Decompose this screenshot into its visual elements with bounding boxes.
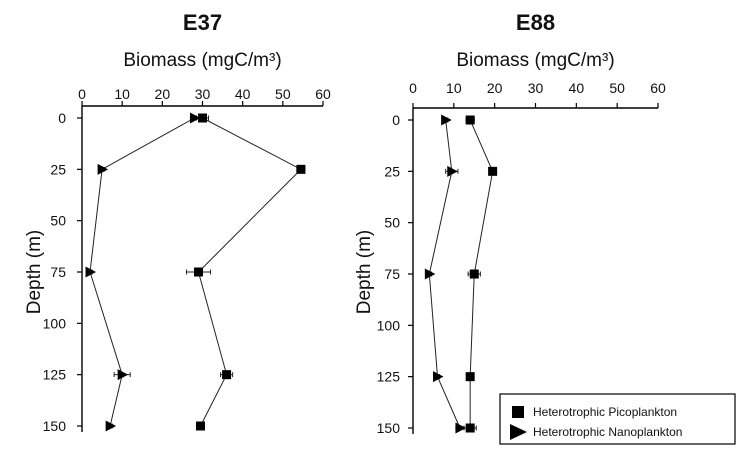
y-tick-label: 150 bbox=[43, 418, 67, 434]
y-tick-label: 125 bbox=[43, 367, 67, 383]
x-tick-label: 30 bbox=[195, 86, 211, 102]
legend-box bbox=[499, 393, 736, 445]
x-tick-label: 60 bbox=[650, 80, 666, 96]
data-point-square bbox=[465, 423, 475, 433]
x-tick-label: 20 bbox=[155, 86, 171, 102]
x-tick-label: 20 bbox=[487, 80, 503, 96]
x-axis-label: Biomass (mgC/m³) bbox=[456, 50, 614, 71]
panel-title: E88 bbox=[516, 10, 555, 35]
y-tick-label: 0 bbox=[392, 112, 400, 128]
legend-triangle-icon bbox=[510, 424, 527, 440]
data-point-triangle bbox=[455, 422, 466, 434]
x-tick-label: 50 bbox=[275, 86, 291, 102]
data-point-square bbox=[469, 269, 479, 279]
x-tick-label: 40 bbox=[569, 80, 585, 96]
data-point-triangle bbox=[447, 165, 458, 177]
legend-square-icon bbox=[512, 406, 524, 418]
panel-title: E37 bbox=[183, 10, 222, 35]
y-axis-label: Depth (m) bbox=[24, 230, 45, 314]
data-point-square bbox=[195, 421, 205, 431]
y-tick-label: 100 bbox=[377, 317, 401, 333]
x-axis-label: Biomass (mgC/m³) bbox=[123, 50, 281, 71]
y-tick-label: 25 bbox=[384, 163, 400, 179]
legend: Heterotrophic Picoplankton Heterotrophic … bbox=[499, 393, 736, 445]
y-tick-label: 125 bbox=[377, 369, 401, 385]
series-line bbox=[197, 117, 302, 427]
x-tick-label: 0 bbox=[78, 86, 86, 102]
data-point-square bbox=[465, 115, 475, 125]
data-point-triangle bbox=[433, 371, 444, 383]
y-tick-label: 100 bbox=[43, 315, 67, 331]
x-tick-label: 60 bbox=[315, 86, 331, 102]
data-point-square bbox=[198, 113, 207, 123]
data-point-triangle bbox=[97, 163, 109, 175]
data-point-triangle bbox=[105, 420, 117, 432]
y-tick-label: 50 bbox=[384, 215, 400, 231]
data-point-square bbox=[488, 166, 498, 176]
panel-e88: E88 Biomass (mgC/m³) Depth (m) 0 10 20 30 40 50 6… bbox=[354, 10, 736, 445]
series-line bbox=[89, 117, 195, 427]
x-tick-label: 50 bbox=[609, 80, 625, 96]
y-axis-label: Depth (m) bbox=[354, 230, 375, 314]
data-point-triangle bbox=[189, 112, 201, 124]
y-tick-label: 75 bbox=[50, 264, 66, 280]
data-point-triangle bbox=[117, 369, 129, 381]
data-point-square bbox=[193, 267, 203, 277]
legend-label: Heterotrophic Nanoplankton bbox=[533, 425, 682, 439]
x-tick-label: 0 bbox=[409, 80, 417, 96]
data-point-triangle bbox=[441, 114, 452, 126]
y-tick-label: 50 bbox=[50, 213, 66, 229]
data-point-triangle bbox=[424, 268, 436, 280]
x-tick-label: 40 bbox=[235, 86, 251, 102]
legend-label: Heterotrophic Picoplankton bbox=[533, 405, 677, 419]
data-point-triangle bbox=[85, 266, 97, 278]
y-tick-label: 75 bbox=[384, 266, 400, 282]
data-point-square bbox=[465, 372, 475, 382]
y-tick-label: 25 bbox=[50, 161, 66, 177]
panel-e37: E37 Biomass (mgC/m³) Depth (m) 0 10 20 30 40 50 6… bbox=[24, 10, 331, 434]
x-tick-label: 30 bbox=[528, 80, 544, 96]
x-tick-label: 10 bbox=[446, 80, 462, 96]
y-tick-label: 150 bbox=[377, 420, 401, 436]
y-tick-label: 0 bbox=[58, 110, 66, 126]
data-point-square bbox=[296, 164, 306, 174]
data-point-square bbox=[222, 370, 232, 380]
x-tick-label: 10 bbox=[114, 86, 130, 102]
